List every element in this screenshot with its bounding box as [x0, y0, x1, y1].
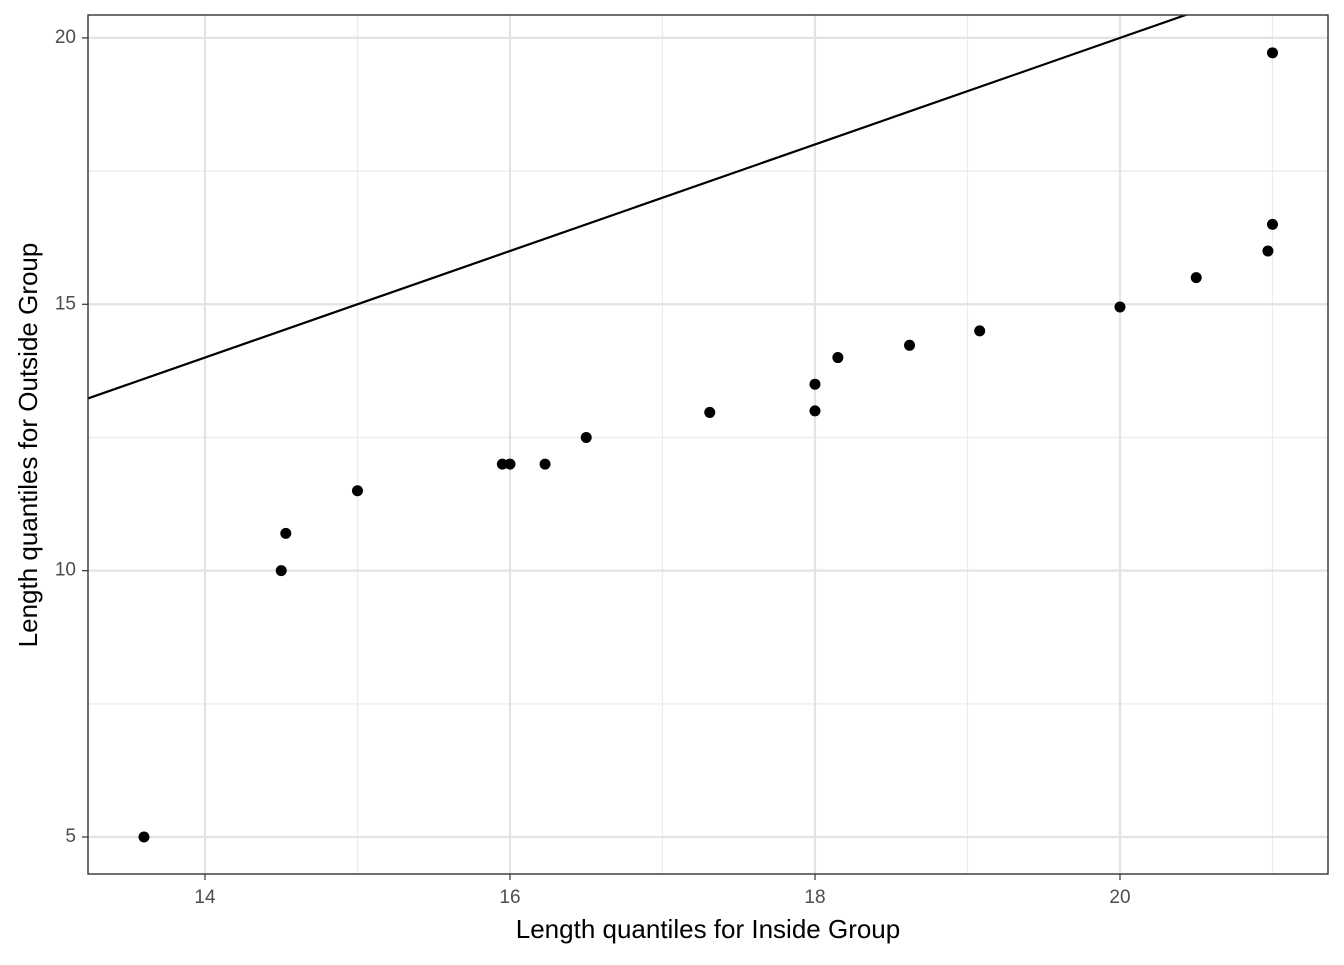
point — [496, 458, 508, 470]
point — [504, 458, 516, 470]
x-tick-label: 20 — [1109, 887, 1130, 908]
point — [539, 458, 551, 470]
point — [809, 405, 821, 417]
point — [275, 565, 287, 577]
point — [904, 339, 916, 351]
x-axis-label: Length quantiles for Inside Group — [516, 914, 900, 944]
y-tick-label: 5 — [65, 826, 76, 847]
point — [280, 527, 292, 539]
point — [1190, 272, 1202, 284]
x-tick-label: 16 — [499, 887, 520, 908]
point — [351, 485, 363, 497]
x-tick-label: 18 — [804, 887, 825, 908]
y-tick-label: 15 — [55, 293, 76, 314]
point — [974, 325, 986, 337]
panel-background — [88, 15, 1328, 874]
point — [1262, 245, 1274, 257]
x-tick-label: 14 — [194, 887, 216, 908]
point — [832, 352, 844, 364]
point — [138, 831, 150, 843]
point — [1266, 218, 1278, 230]
point — [704, 406, 716, 418]
point — [1114, 301, 1126, 313]
panel-border — [87, 14, 1329, 875]
reference-line — [88, 15, 1189, 400]
point — [580, 431, 592, 443]
point — [1266, 47, 1278, 59]
point — [809, 378, 821, 390]
y-tick-label: 20 — [55, 27, 76, 48]
y-tick-label: 10 — [55, 560, 76, 581]
y-axis-label: Length quantiles for Outside Group — [13, 243, 43, 648]
